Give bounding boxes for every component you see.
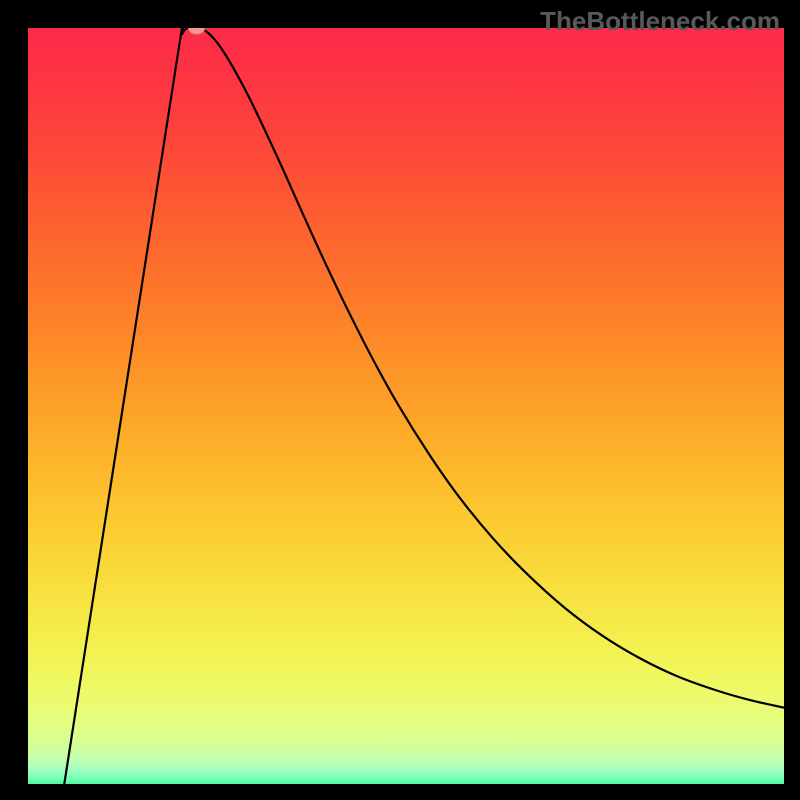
chart-container: { "watermark": { "text": "TheBottleneck.…: [0, 0, 800, 800]
watermark: TheBottleneck.com: [540, 6, 780, 37]
plot-area: [28, 28, 784, 784]
gradient-background: [28, 28, 784, 784]
